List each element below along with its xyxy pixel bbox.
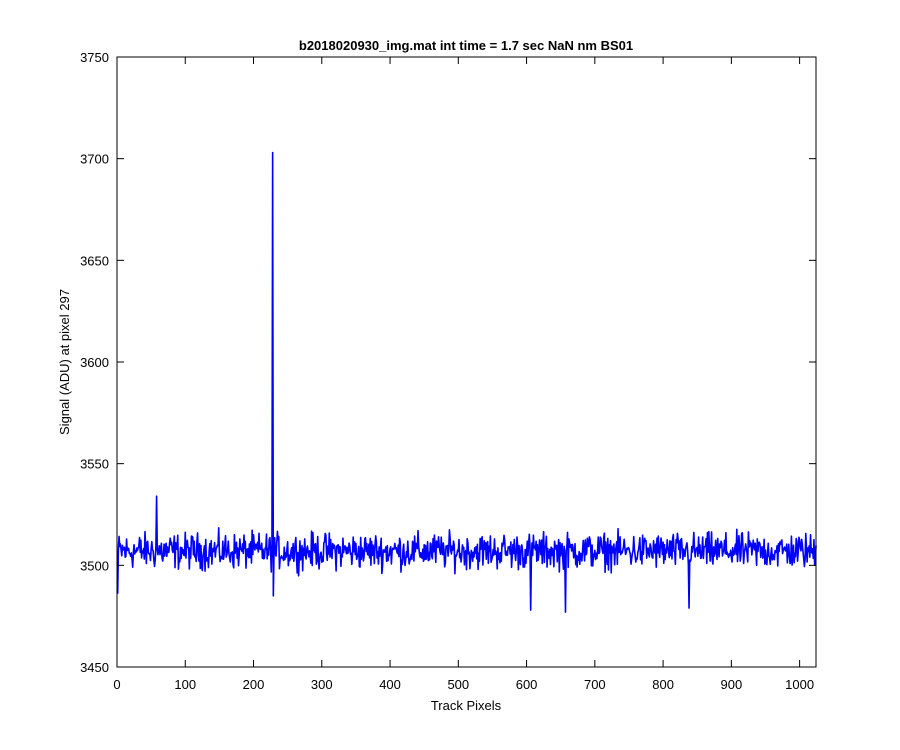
chart-title: b2018020930_img.mat int time = 1.7 sec N… [299, 38, 633, 53]
y-tick-label: 3550 [80, 457, 109, 472]
plot-area [117, 57, 816, 667]
x-tick-label: 400 [379, 677, 401, 692]
series-line [116, 151, 817, 613]
y-axis-ticks: 3450 3500 3550 3600 3650 3700 3750 [80, 50, 816, 675]
x-tick-label: 0 [113, 677, 120, 692]
x-tick-label: 500 [447, 677, 469, 692]
y-axis-label: Signal (ADU) at pixel 297 [57, 289, 72, 435]
x-tick-label: 1000 [785, 677, 814, 692]
x-tick-label: 600 [516, 677, 538, 692]
series-layer [116, 151, 817, 613]
x-tick-label: 800 [652, 677, 674, 692]
x-tick-label: 300 [311, 677, 333, 692]
x-axis-label: Track Pixels [431, 698, 502, 713]
y-tick-label: 3600 [80, 355, 109, 370]
y-tick-label: 3750 [80, 50, 109, 65]
y-tick-label: 3450 [80, 660, 109, 675]
x-axis-ticks: 0 100 200 300 400 500 600 700 800 900 1000 [113, 57, 814, 692]
y-tick-label: 3500 [80, 558, 109, 573]
y-tick-label: 3700 [80, 152, 109, 167]
x-tick-label: 700 [584, 677, 606, 692]
y-tick-label: 3650 [80, 253, 109, 268]
x-tick-label: 200 [243, 677, 265, 692]
x-tick-label: 900 [721, 677, 743, 692]
x-tick-label: 100 [174, 677, 196, 692]
